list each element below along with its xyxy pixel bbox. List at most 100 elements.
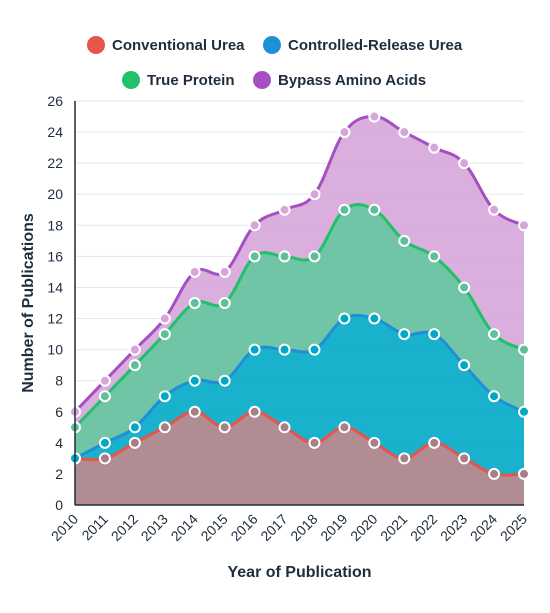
- y-tick-label: 8: [55, 373, 63, 389]
- data-point[interactable]: [248, 343, 261, 356]
- x-tick-label: 2011: [78, 511, 111, 544]
- data-point[interactable]: [308, 436, 321, 449]
- y-tick-label: 20: [47, 186, 63, 202]
- data-point[interactable]: [248, 405, 261, 418]
- data-point[interactable]: [188, 405, 201, 418]
- data-point[interactable]: [248, 219, 261, 232]
- area-fills: [75, 116, 524, 505]
- data-point[interactable]: [428, 328, 441, 341]
- y-tick-label: 4: [55, 435, 63, 451]
- data-point[interactable]: [218, 297, 231, 309]
- data-point[interactable]: [98, 436, 111, 449]
- data-point[interactable]: [128, 421, 141, 434]
- data-point[interactable]: [308, 343, 321, 356]
- data-point[interactable]: [338, 421, 351, 434]
- data-point[interactable]: [518, 219, 530, 232]
- data-point[interactable]: [458, 157, 471, 170]
- data-point[interactable]: [518, 467, 530, 480]
- legend-label: Conventional Urea: [112, 37, 245, 54]
- data-point[interactable]: [158, 390, 171, 403]
- data-point[interactable]: [488, 390, 501, 403]
- data-point[interactable]: [488, 203, 501, 216]
- y-tick-label: 16: [47, 248, 63, 264]
- line-bypass-amino-acids: [73, 115, 525, 413]
- legend-marker: [122, 71, 140, 89]
- data-point[interactable]: [428, 250, 441, 263]
- data-point[interactable]: [158, 328, 171, 341]
- data-point[interactable]: [98, 452, 111, 465]
- data-point[interactable]: [278, 421, 291, 434]
- data-point[interactable]: [218, 374, 231, 387]
- x-tick-label: 2014: [168, 511, 201, 544]
- data-points: [69, 110, 530, 480]
- data-point[interactable]: [368, 110, 381, 123]
- data-point[interactable]: [428, 141, 441, 154]
- data-point[interactable]: [458, 452, 471, 465]
- series-lines: [73, 115, 525, 477]
- data-point[interactable]: [518, 405, 530, 418]
- legend-label: Controlled-Release Urea: [288, 37, 463, 54]
- data-point[interactable]: [398, 234, 411, 247]
- x-tick-label: 2025: [497, 511, 530, 544]
- x-tick-label: 2010: [48, 511, 81, 544]
- data-point[interactable]: [158, 421, 171, 434]
- data-point[interactable]: [278, 343, 291, 356]
- legend-item[interactable]: Bypass Amino Acids: [253, 71, 426, 89]
- area-bypass-amino-acids: [75, 116, 524, 428]
- area-true-protein: [75, 204, 524, 459]
- data-point[interactable]: [338, 203, 351, 216]
- y-tick-label: 26: [47, 93, 63, 109]
- data-point[interactable]: [458, 281, 471, 294]
- x-tick-label: 2016: [227, 511, 260, 544]
- data-point[interactable]: [128, 436, 141, 449]
- y-tick-label: 6: [55, 404, 63, 420]
- data-point[interactable]: [188, 374, 201, 387]
- data-point[interactable]: [218, 265, 231, 278]
- data-point[interactable]: [308, 250, 321, 263]
- data-point[interactable]: [488, 328, 501, 341]
- data-point[interactable]: [518, 343, 530, 356]
- data-point[interactable]: [278, 203, 291, 216]
- data-point[interactable]: [248, 250, 261, 263]
- data-point[interactable]: [488, 467, 501, 480]
- data-point[interactable]: [398, 126, 411, 139]
- y-axis-title: Number of Publications: [20, 213, 37, 393]
- x-tick-label: 2022: [407, 511, 440, 544]
- data-point[interactable]: [458, 359, 471, 372]
- data-point[interactable]: [338, 312, 351, 325]
- x-tick-label: 2019: [317, 511, 350, 544]
- data-point[interactable]: [368, 436, 381, 449]
- data-point[interactable]: [278, 250, 291, 263]
- legend-item[interactable]: Controlled-Release Urea: [263, 36, 463, 54]
- legend-item[interactable]: True Protein: [122, 71, 235, 89]
- data-point[interactable]: [368, 312, 381, 325]
- legend-label: Bypass Amino Acids: [278, 72, 426, 89]
- y-tick-label: 24: [47, 124, 63, 140]
- data-point[interactable]: [398, 328, 411, 341]
- data-point[interactable]: [308, 188, 321, 201]
- legend-item[interactable]: Conventional Urea: [87, 36, 245, 54]
- data-point[interactable]: [428, 436, 441, 449]
- data-point[interactable]: [188, 297, 201, 309]
- x-tick-label: 2023: [437, 511, 470, 544]
- y-tick-label: 12: [47, 311, 63, 327]
- data-point[interactable]: [398, 452, 411, 465]
- legend-marker: [253, 71, 271, 89]
- data-point[interactable]: [98, 374, 111, 387]
- data-point[interactable]: [98, 390, 111, 403]
- data-point[interactable]: [128, 359, 141, 372]
- data-point[interactable]: [368, 203, 381, 216]
- data-point[interactable]: [338, 126, 351, 139]
- data-point[interactable]: [188, 265, 201, 278]
- y-tick-label: 18: [47, 217, 63, 233]
- x-tick-label: 2021: [377, 511, 410, 544]
- x-tick-label: 2013: [138, 511, 171, 544]
- data-point[interactable]: [218, 421, 231, 434]
- data-point[interactable]: [158, 312, 171, 325]
- data-point[interactable]: [128, 343, 141, 356]
- area-controlled-release-urea: [75, 315, 524, 476]
- y-tick-label: 22: [47, 155, 63, 171]
- legend[interactable]: Conventional Urea Controlled-Release Urea…: [87, 36, 463, 89]
